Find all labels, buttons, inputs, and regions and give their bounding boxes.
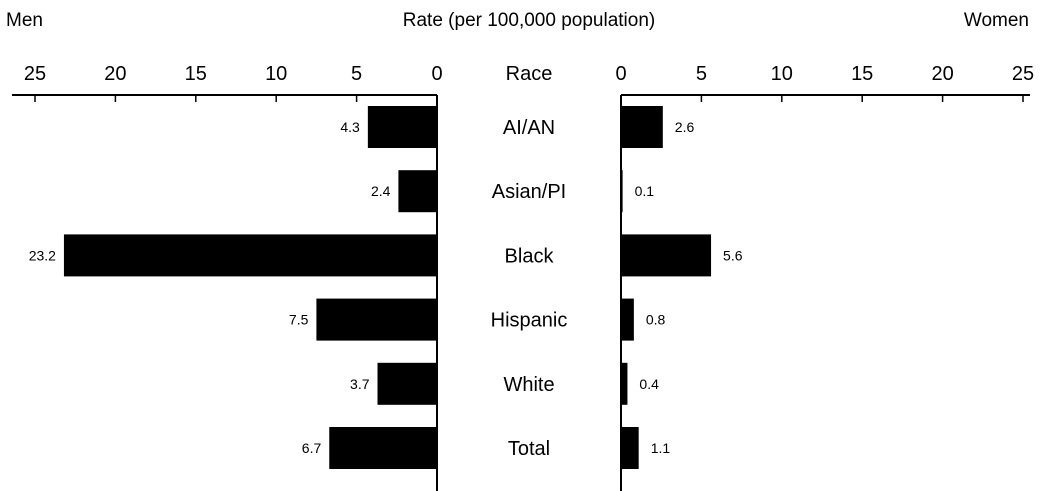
men-data-label: 6.7 [302,440,322,456]
men-data-label: 7.5 [289,312,309,328]
women-tick-label: 10 [771,63,793,85]
men-tick-label: 15 [185,63,207,85]
women-bar [621,106,663,148]
men-data-label: 23.2 [29,247,56,263]
category-label: Total [508,438,550,460]
women-data-label: 0.4 [639,376,659,392]
men-data-label: 3.7 [350,376,370,392]
men-data-label: 4.3 [340,119,360,135]
women-tick-label: 25 [1012,63,1034,85]
men-tick-label: 0 [431,63,442,85]
women-bar [621,298,634,341]
men-bar [316,298,437,341]
women-bar [621,427,639,469]
men-bar [63,234,437,277]
women-data-label: 5.6 [723,247,743,263]
men-tick-label: 10 [265,63,287,85]
men-label: Men [6,10,43,31]
men-bar [329,427,437,469]
women-data-label: 0.8 [646,312,666,328]
women-data-label: 0.1 [635,183,655,199]
men-bar [377,362,437,405]
women-bar [621,362,628,405]
men-bar [367,106,437,148]
chart-title: Rate (per 100,000 population) [403,10,655,31]
women-data-label: 1.1 [651,440,671,456]
women-bar [621,234,712,277]
women-tick-label: 0 [615,63,626,85]
women-label: Women [964,10,1029,31]
category-label: Hispanic [491,310,568,332]
men-tick-label: 5 [351,63,362,85]
men-bar [398,170,437,213]
men-tick-label: 25 [24,63,46,85]
category-label: Asian/PI [492,181,566,203]
women-tick-label: 5 [696,63,707,85]
category-label: White [503,374,554,396]
men-tick-label: 20 [104,63,126,85]
men-data-label: 2.4 [371,183,391,199]
women-tick-label: 15 [851,63,873,85]
category-label: AI/AN [503,117,555,139]
women-data-label: 2.6 [675,119,695,135]
women-tick-label: 20 [931,63,953,85]
category-header: Race [506,63,553,85]
category-label: Black [505,245,555,267]
women-bar [621,170,623,213]
